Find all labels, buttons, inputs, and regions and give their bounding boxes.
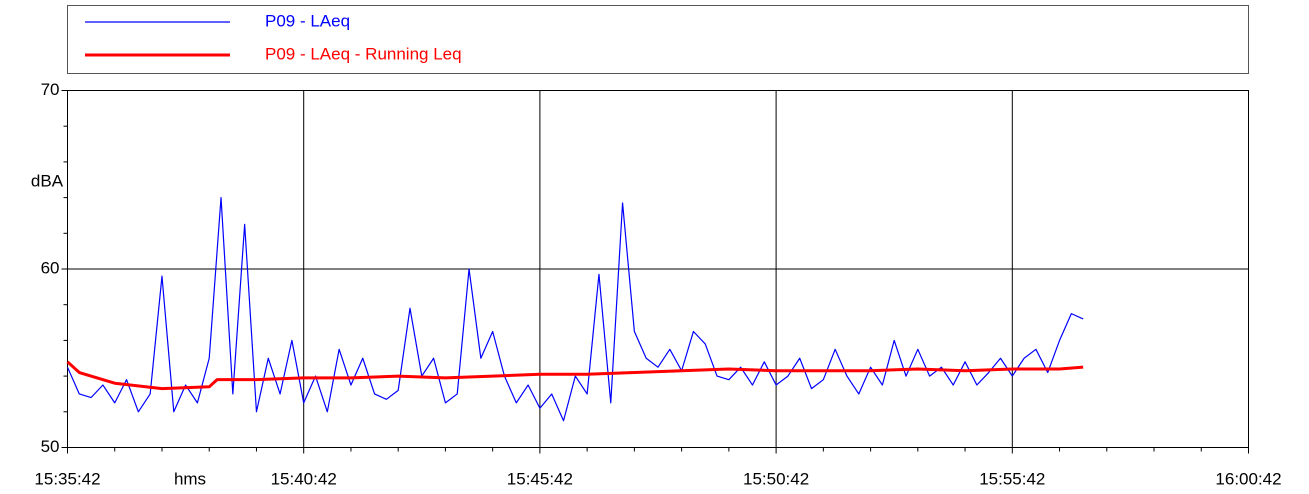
x-tick-label: 15:50:42 — [743, 469, 809, 488]
x-axis-label: hms — [174, 469, 206, 488]
legend-label: P09 - LAeq — [265, 11, 350, 30]
x-tick-label: 15:40:42 — [271, 469, 337, 488]
series-line — [66, 197, 1084, 422]
x-tick-label: 15:45:42 — [507, 469, 573, 488]
x-tick-label: 16:00:42 — [1215, 469, 1281, 488]
x-tick-label: 15:55:42 — [979, 469, 1045, 488]
x-tick-label: 15:35:42 — [34, 469, 100, 488]
series-line — [66, 360, 1084, 391]
y-tick-label: 60 — [41, 258, 60, 277]
y-axis-label: dBA — [31, 171, 64, 190]
y-tick-label: 50 — [41, 437, 60, 456]
y-tick-label: 70 — [41, 80, 60, 99]
legend-box — [67, 5, 1249, 74]
legend-label: P09 - LAeq - Running Leq — [265, 44, 462, 63]
